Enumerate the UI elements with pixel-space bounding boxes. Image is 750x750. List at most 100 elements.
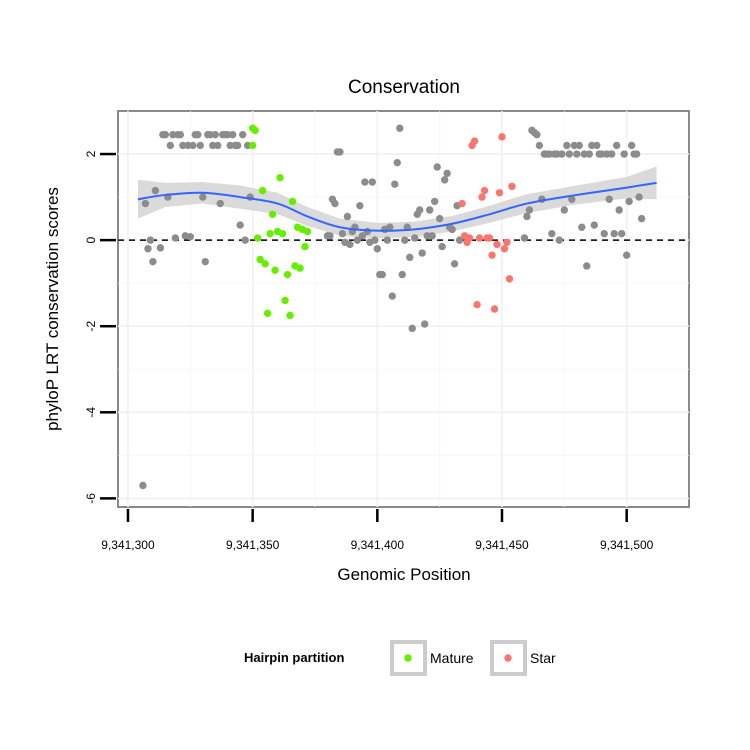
y-tick-label: -2 — [84, 321, 98, 332]
point-star — [480, 186, 489, 195]
point-other — [590, 221, 598, 229]
point-other — [573, 150, 581, 158]
point-other — [338, 229, 347, 238]
point-mature — [303, 227, 312, 236]
point-other — [386, 223, 394, 231]
point-star — [478, 193, 486, 201]
point-other — [141, 199, 150, 208]
point-other — [525, 206, 534, 214]
legend-label-mature: Mature — [430, 650, 474, 666]
point-other — [383, 236, 391, 244]
point-other — [373, 245, 382, 253]
point-other — [241, 236, 249, 244]
point-other — [443, 169, 451, 178]
point-other — [236, 221, 244, 229]
point-star — [465, 234, 474, 242]
point-other — [194, 130, 202, 139]
point-mature — [283, 270, 292, 279]
point-other — [425, 206, 434, 214]
point-other — [356, 201, 364, 210]
point-other — [406, 253, 414, 262]
point-other — [371, 236, 379, 244]
point-other — [420, 320, 429, 328]
point-other — [166, 141, 175, 150]
point-mature — [281, 296, 289, 305]
y-tick-label: 0 — [84, 236, 98, 243]
y-tick-label: 2 — [84, 150, 98, 157]
point-other — [622, 251, 631, 259]
point-other — [411, 234, 419, 242]
point-other — [635, 193, 643, 201]
point-other — [196, 141, 204, 150]
point-other — [455, 236, 464, 244]
point-star — [473, 300, 481, 309]
point-other — [363, 227, 372, 236]
point-other — [144, 245, 152, 253]
point-other — [368, 178, 377, 186]
point-other — [433, 163, 441, 171]
point-other — [615, 206, 623, 214]
point-other — [146, 236, 155, 244]
smooth-layer — [137, 181, 657, 232]
point-other — [186, 232, 195, 241]
chart-title: Conservation — [348, 77, 460, 98]
point-other — [558, 150, 566, 158]
point-other — [393, 158, 401, 167]
point-other — [585, 150, 593, 158]
point-mature — [253, 234, 262, 242]
point-mature — [263, 309, 272, 318]
point-other — [396, 124, 404, 132]
point-other — [331, 199, 339, 208]
point-other — [523, 212, 531, 221]
point-mature — [288, 197, 297, 206]
legend: Hairpin partition Mature Star — [244, 640, 556, 676]
point-other — [627, 141, 636, 150]
x-axis: 9,341,300 9,341,350 9,341,400 9,341,450 9,34… — [101, 509, 654, 552]
point-other — [430, 197, 439, 206]
point-other — [418, 249, 426, 257]
point-other — [353, 236, 362, 244]
point-mature — [251, 126, 259, 135]
point-mature — [276, 174, 284, 182]
legend-label-star: Star — [530, 650, 556, 666]
point-other — [600, 229, 608, 238]
point-mature — [256, 255, 264, 264]
point-other — [171, 234, 180, 242]
point-other — [563, 141, 571, 150]
point-other — [156, 244, 165, 252]
point-star — [498, 133, 506, 141]
confidence-band-area — [137, 166, 657, 239]
point-star — [495, 189, 504, 197]
point-other — [189, 141, 197, 150]
point-other — [535, 141, 544, 150]
point-star — [503, 238, 511, 246]
point-other — [620, 150, 628, 158]
point-star — [508, 182, 516, 191]
point-star — [505, 275, 514, 283]
point-star — [485, 234, 494, 242]
point-other — [211, 130, 219, 139]
point-other — [520, 234, 529, 242]
grid-lines — [118, 111, 689, 507]
y-axis-title: phyloP LRT conservation scores — [43, 187, 62, 431]
point-other — [416, 206, 424, 214]
legend-key-mature — [390, 640, 427, 676]
legend-swatch-star — [504, 654, 512, 662]
point-other — [568, 195, 576, 203]
point-other — [398, 270, 406, 279]
plot-panel — [117, 110, 690, 508]
point-mature — [258, 186, 267, 195]
point-other — [612, 141, 621, 150]
point-other — [575, 141, 583, 150]
point-other — [608, 150, 616, 158]
point-other — [560, 206, 569, 214]
x-tick-label: 9,341,450 — [475, 538, 529, 552]
points-layer — [139, 124, 646, 490]
y-axis: -6 -4 -2 0 2 — [84, 150, 116, 504]
point-mature — [266, 229, 274, 238]
point-other — [605, 195, 613, 203]
point-other — [216, 199, 224, 208]
point-other — [346, 240, 354, 249]
point-other — [233, 141, 242, 150]
